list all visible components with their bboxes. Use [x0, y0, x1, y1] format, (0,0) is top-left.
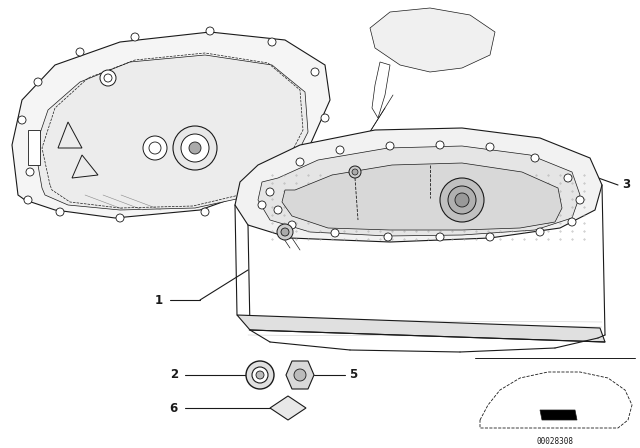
- Polygon shape: [370, 8, 495, 72]
- Circle shape: [246, 361, 274, 389]
- Polygon shape: [540, 410, 577, 420]
- Circle shape: [321, 114, 329, 122]
- Polygon shape: [258, 146, 580, 236]
- Circle shape: [294, 369, 306, 381]
- Circle shape: [173, 126, 217, 170]
- Circle shape: [386, 142, 394, 150]
- Circle shape: [486, 233, 494, 241]
- Circle shape: [536, 228, 544, 236]
- Circle shape: [455, 193, 469, 207]
- Circle shape: [288, 221, 296, 229]
- Circle shape: [34, 78, 42, 86]
- Circle shape: [440, 178, 484, 222]
- Circle shape: [266, 188, 274, 196]
- Circle shape: [116, 214, 124, 222]
- Polygon shape: [286, 361, 314, 389]
- Polygon shape: [235, 128, 602, 242]
- Circle shape: [336, 146, 344, 154]
- Circle shape: [104, 74, 112, 82]
- Circle shape: [56, 208, 64, 216]
- Circle shape: [26, 168, 34, 176]
- Circle shape: [436, 141, 444, 149]
- Polygon shape: [237, 315, 605, 342]
- Circle shape: [296, 158, 304, 166]
- Polygon shape: [28, 130, 40, 165]
- Text: 1: 1: [155, 293, 163, 306]
- Text: 00028308: 00028308: [536, 438, 573, 447]
- Circle shape: [149, 142, 161, 154]
- Circle shape: [189, 142, 201, 154]
- Polygon shape: [35, 55, 308, 210]
- Circle shape: [256, 371, 264, 379]
- Circle shape: [576, 196, 584, 204]
- Circle shape: [266, 188, 274, 196]
- Text: 2: 2: [170, 369, 178, 382]
- Circle shape: [206, 27, 214, 35]
- Text: 3: 3: [622, 178, 630, 191]
- Circle shape: [277, 224, 293, 240]
- Circle shape: [384, 233, 392, 241]
- Circle shape: [301, 154, 309, 162]
- Circle shape: [531, 154, 539, 162]
- Circle shape: [18, 116, 26, 124]
- Circle shape: [131, 33, 139, 41]
- Text: 4: 4: [422, 168, 430, 181]
- Circle shape: [352, 169, 358, 175]
- Circle shape: [448, 186, 476, 214]
- Circle shape: [252, 367, 268, 383]
- Circle shape: [436, 233, 444, 241]
- Circle shape: [268, 38, 276, 46]
- Circle shape: [100, 70, 116, 86]
- Circle shape: [274, 206, 282, 214]
- Polygon shape: [12, 32, 330, 218]
- Circle shape: [181, 134, 209, 162]
- Circle shape: [349, 166, 361, 178]
- Circle shape: [24, 196, 32, 204]
- Circle shape: [258, 201, 266, 209]
- Circle shape: [564, 174, 572, 182]
- Circle shape: [201, 208, 209, 216]
- Circle shape: [486, 143, 494, 151]
- Circle shape: [143, 136, 167, 160]
- Circle shape: [311, 68, 319, 76]
- Circle shape: [76, 48, 84, 56]
- Circle shape: [568, 218, 576, 226]
- Polygon shape: [270, 396, 306, 420]
- Text: 5: 5: [349, 369, 357, 382]
- Text: 6: 6: [170, 401, 178, 414]
- Circle shape: [331, 229, 339, 237]
- Polygon shape: [282, 163, 562, 230]
- Circle shape: [281, 228, 289, 236]
